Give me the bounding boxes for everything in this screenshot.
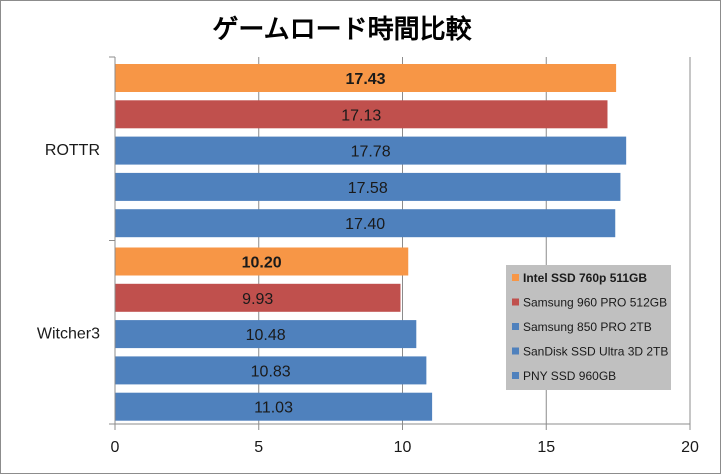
legend-label: Samsung 850 PRO 2TB [523,320,652,334]
bar [115,356,427,385]
bar [115,100,608,129]
axes: ROTTR Witcher3 0 5 10 15 20 [37,56,699,456]
legend-item: PNY SSD 960GB [512,369,616,383]
bar-value-label: 17.58 [348,180,388,197]
bar [115,283,401,312]
bar-value-label: 17.78 [351,144,391,161]
legend-item: Samsung 960 PRO 512GB [512,296,667,310]
bar [115,136,627,165]
x-tick-label: 20 [681,439,699,456]
legend-swatch [512,323,519,330]
bar-value-label: 10.48 [246,327,286,344]
legend-item: Intel SSD 760p 511GB [512,271,647,285]
legend-label: SanDisk SSD Ultra 3D 2TB [523,345,668,359]
bar [115,64,617,92]
bar-value-label: 11.03 [254,400,293,417]
legend-swatch [512,298,519,306]
legend-swatch [512,274,519,281]
bar-group: 10.48 [115,320,417,349]
bar-group: 17.13 [115,100,608,129]
legend-label: PNY SSD 960GB [523,369,616,383]
bar-value-label: 10.83 [251,363,291,380]
bar [115,320,417,349]
bar-group: 17.78 [115,136,627,165]
category-label: Witcher3 [37,325,100,342]
bar-group: 9.93 [115,283,401,312]
category-label: ROTTR [45,142,100,159]
bar [115,172,621,201]
bar-group: 11.03 [115,392,433,421]
chart-title: ゲームロード時間比較 [212,14,472,45]
x-tick-label: 5 [254,439,263,456]
bar-group: 17.43 [115,64,617,92]
legend-label: Intel SSD 760p 511GB [523,271,647,285]
legend-label: Samsung 960 PRO 512GB [523,296,667,310]
bar-value-label: 10.20 [242,255,282,272]
bar-group: 17.40 [115,209,616,238]
legend-swatch [512,372,519,379]
bar [115,247,409,276]
bar-value-label: 17.13 [341,107,381,124]
legend-box [506,265,671,390]
legend-swatch [512,347,519,355]
legend-item: Samsung 850 PRO 2TB [512,320,652,334]
x-tick-label: 10 [394,439,412,456]
bar [115,392,433,421]
legend-item: SanDisk SSD Ultra 3D 2TB [512,345,668,359]
bar-group: 17.58 [115,172,621,201]
legend: Intel SSD 760p 511GB Samsung 960 PRO 512G… [506,265,671,390]
x-tick-label: 0 [111,439,120,456]
bar-value-label: 17.40 [345,216,385,233]
bars: 17.43 17.13 17.78 17.58 17.40 10.20 9.93 10.48 1… [115,64,627,421]
bar-value-label: 17.43 [346,71,386,88]
bar-value-label: 9.93 [242,291,273,308]
bar-group: 10.20 [115,247,409,276]
bar-group: 10.83 [115,356,427,385]
x-tick-label: 15 [537,439,555,456]
bar [115,209,616,238]
